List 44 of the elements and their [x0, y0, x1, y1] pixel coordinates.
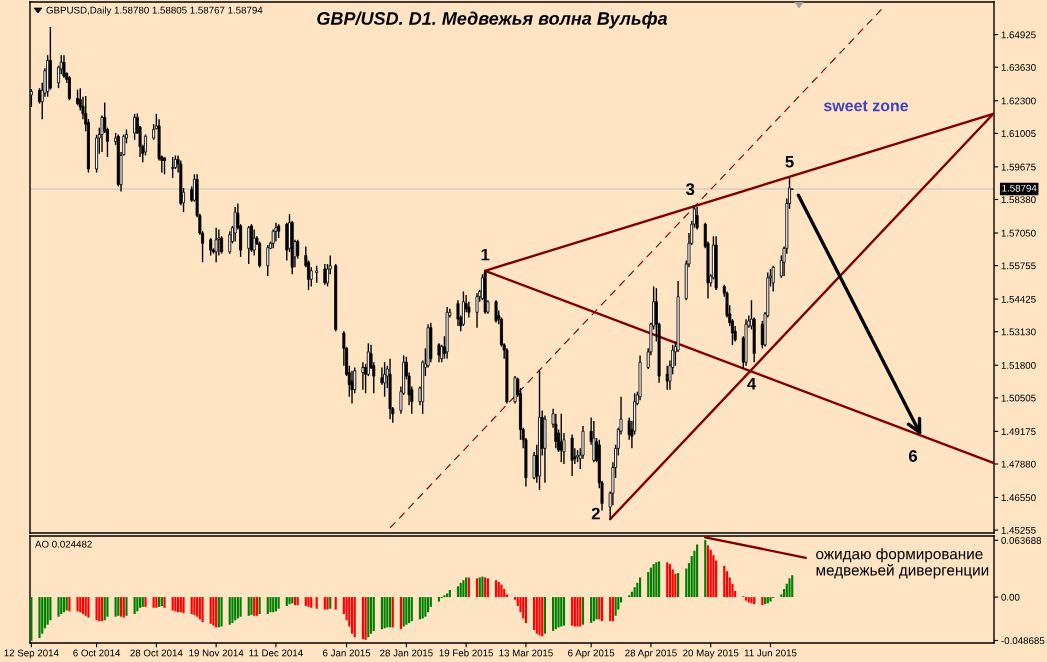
- y-tick-label: 1.64925: [1001, 31, 1036, 39]
- y-tick-label: 1.63630: [1001, 63, 1036, 71]
- annotation: 1: [481, 248, 490, 261]
- x-tick-label: 11 Jun 2015: [744, 649, 797, 657]
- annotation: 4: [747, 377, 757, 390]
- y-tick-label: 1.46550: [1001, 494, 1036, 502]
- y-tick-label: 1.54425: [1001, 295, 1036, 303]
- x-tick-label: 11 Dec 2014: [249, 649, 303, 657]
- y-tick-label: 1.55755: [1001, 262, 1036, 270]
- annotation: 6: [908, 450, 918, 462]
- annotation: 2: [591, 507, 600, 520]
- y-tick-label: 1.61005: [1001, 130, 1036, 137]
- y-tick-label: 1.53130: [1001, 328, 1036, 336]
- annotation: sweet zone: [823, 100, 909, 112]
- y-tick-label: 1.49175: [1001, 428, 1036, 435]
- y-tick-label: 0.063688: [1001, 537, 1042, 544]
- annotation: 3: [685, 183, 695, 196]
- y-tick-label: 0.00: [1001, 593, 1020, 601]
- x-tick-label: 28 Oct 2014: [130, 649, 183, 657]
- x-tick-label: 20 May 2015: [683, 649, 739, 659]
- x-tick-label: 12 Sep 2014: [4, 649, 59, 659]
- x-tick-label: 19 Nov 2014: [189, 649, 244, 657]
- x-tick-label: 6 Apr 2015: [568, 649, 615, 659]
- annotation: ожидаю формирование медвежьей дивергенции: [816, 548, 989, 579]
- annotation: 5: [785, 155, 794, 168]
- y-tick-label: 1.58380: [1001, 196, 1036, 204]
- y-tick-label: 1.57050: [1001, 229, 1036, 237]
- x-tick-label: 28 Jan 2015: [380, 649, 433, 657]
- x-tick-label: 19 Feb 2015: [439, 649, 494, 657]
- chart-title: GBP/USD. D1. Медвежья волна Вульфа: [317, 11, 668, 29]
- y-tick-label: 1.50505: [1001, 394, 1036, 402]
- y-tick-label: 1.59675: [1001, 163, 1036, 171]
- x-tick-label: 6 Jan 2015: [323, 649, 371, 657]
- x-tick-label: 6 Oct 2014: [73, 649, 121, 657]
- x-tick-label: 28 Apr 2015: [625, 649, 677, 659]
- annotation: GBPUSD,Daily 1.58780 1.58805 1.58767 1.58794: [46, 6, 263, 16]
- y-tick-label: -0.048685: [1001, 637, 1045, 645]
- x-tick-label: 13 Mar 2015: [499, 649, 553, 657]
- y-tick-label: 1.47880: [1001, 460, 1036, 468]
- annotation: AO 0.024482: [35, 540, 92, 548]
- y-tick-label: 1.45255: [1001, 526, 1036, 534]
- y-tick-label: 1.62300: [1001, 97, 1036, 105]
- ref-line-label: 1.58794: [1002, 184, 1037, 192]
- y-tick-label: 1.51800: [1001, 361, 1036, 369]
